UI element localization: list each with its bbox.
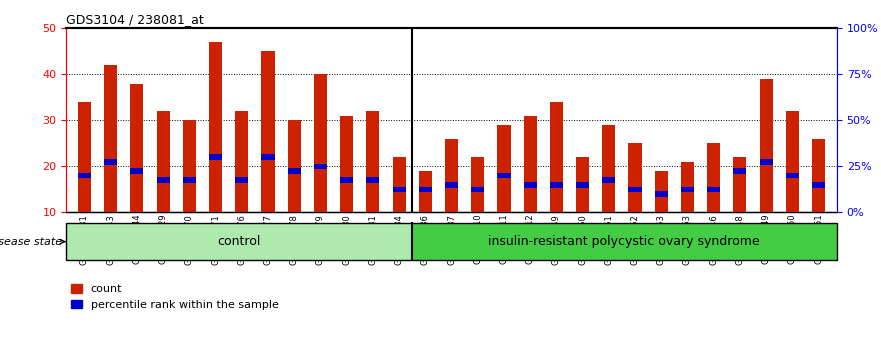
- Bar: [104, 159, 117, 165]
- Bar: [157, 177, 170, 183]
- Bar: [471, 157, 485, 212]
- Bar: [340, 116, 353, 212]
- Bar: [340, 177, 353, 183]
- Bar: [287, 120, 300, 212]
- Bar: [786, 173, 799, 178]
- Bar: [418, 187, 432, 192]
- Bar: [733, 168, 746, 174]
- Bar: [707, 143, 721, 212]
- Bar: [262, 154, 275, 160]
- Bar: [235, 177, 248, 183]
- Text: control: control: [218, 235, 261, 248]
- Bar: [812, 182, 825, 188]
- Bar: [445, 182, 458, 188]
- Bar: [209, 154, 222, 160]
- Bar: [393, 157, 405, 212]
- Text: GDS3104 / 238081_at: GDS3104 / 238081_at: [66, 13, 204, 26]
- Bar: [681, 162, 694, 212]
- Bar: [707, 187, 721, 192]
- Bar: [603, 177, 616, 183]
- Bar: [576, 182, 589, 188]
- Bar: [411, 223, 837, 260]
- Bar: [681, 187, 694, 192]
- Bar: [366, 177, 380, 183]
- Bar: [130, 168, 144, 174]
- Bar: [550, 182, 563, 188]
- Bar: [786, 111, 799, 212]
- Bar: [78, 102, 91, 212]
- Bar: [812, 139, 825, 212]
- Bar: [498, 173, 510, 178]
- Bar: [66, 223, 411, 260]
- Bar: [550, 102, 563, 212]
- Text: insulin-resistant polycystic ovary syndrome: insulin-resistant polycystic ovary syndr…: [488, 235, 760, 248]
- Bar: [418, 171, 432, 212]
- Bar: [393, 187, 405, 192]
- Bar: [182, 177, 196, 183]
- Bar: [235, 111, 248, 212]
- Bar: [733, 157, 746, 212]
- Bar: [66, 223, 837, 260]
- Bar: [314, 74, 327, 212]
- Bar: [262, 51, 275, 212]
- Bar: [628, 187, 641, 192]
- Bar: [523, 182, 537, 188]
- Bar: [78, 173, 91, 178]
- Bar: [104, 65, 117, 212]
- Bar: [182, 120, 196, 212]
- Bar: [366, 111, 380, 212]
- Bar: [157, 111, 170, 212]
- Bar: [445, 139, 458, 212]
- Bar: [655, 191, 668, 197]
- Bar: [628, 143, 641, 212]
- Bar: [759, 79, 773, 212]
- Bar: [287, 168, 300, 174]
- Bar: [523, 116, 537, 212]
- Bar: [130, 84, 144, 212]
- Bar: [314, 164, 327, 169]
- Text: disease state: disease state: [0, 236, 65, 247]
- Bar: [209, 42, 222, 212]
- Bar: [498, 125, 510, 212]
- Legend: count, percentile rank within the sample: count, percentile rank within the sample: [66, 280, 283, 314]
- Bar: [471, 187, 485, 192]
- Bar: [603, 125, 616, 212]
- Bar: [576, 157, 589, 212]
- Bar: [655, 171, 668, 212]
- Bar: [759, 159, 773, 165]
